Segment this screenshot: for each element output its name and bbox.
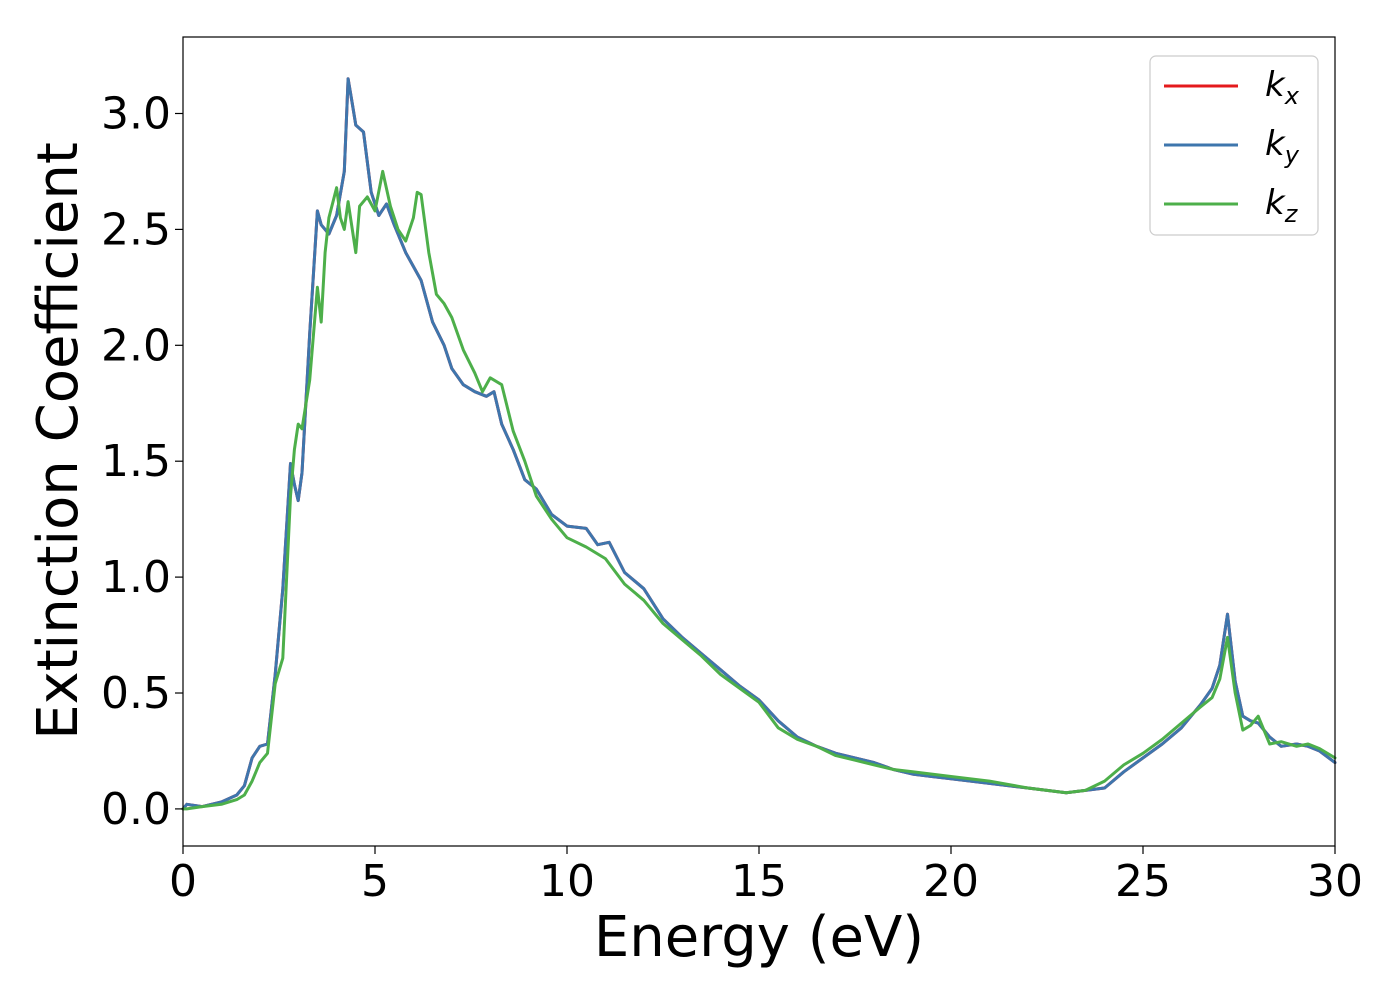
- y-tick-label: 0.0: [101, 784, 171, 835]
- y-tick-label: 2.0: [101, 320, 171, 371]
- x-tick-label: 25: [1115, 856, 1171, 907]
- x-axis-ticks: 0 5 10 15 20 25 30: [169, 846, 1363, 907]
- legend-label-ky: ky: [1265, 124, 1300, 169]
- y-tick-label: 0.5: [101, 668, 171, 719]
- x-tick-label: 30: [1307, 856, 1363, 907]
- y-tick-label: 1.0: [101, 552, 171, 603]
- legend-label-kx: kx: [1265, 65, 1300, 110]
- x-tick-label: 10: [539, 856, 595, 907]
- x-tick-label: 15: [731, 856, 787, 907]
- y-tick-label: 1.5: [101, 436, 171, 487]
- series-lines: [181, 77, 1337, 811]
- y-tick-label: 3.0: [101, 88, 171, 139]
- y-axis-label: Extinction Coefficient: [26, 142, 91, 740]
- series-line-kz: [181, 169, 1337, 811]
- x-tick-label: 20: [923, 856, 979, 907]
- y-tick-label: 2.5: [101, 204, 171, 255]
- legend-label-kz: kz: [1265, 183, 1299, 228]
- y-axis-ticks: 0.0 0.5 1.0 1.5 2.0 2.5 3.0: [101, 88, 183, 835]
- legend: kx ky kz: [1149, 55, 1319, 236]
- x-axis-label: Energy (eV): [594, 905, 924, 970]
- x-tick-label: 0: [169, 856, 197, 907]
- x-tick-label: 5: [361, 856, 389, 907]
